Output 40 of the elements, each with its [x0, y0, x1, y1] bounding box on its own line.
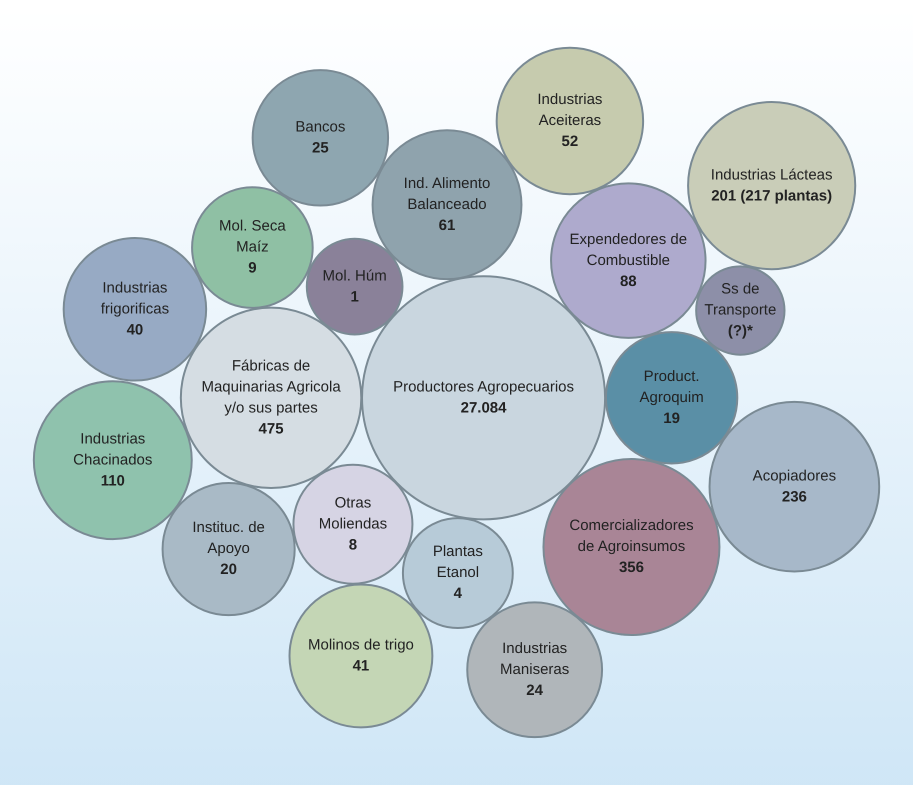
category-label: Industrias Maniseras	[500, 640, 570, 678]
category-label: Otras Moliendas	[318, 494, 388, 532]
data-label: 201 (217 plantas)	[711, 187, 832, 204]
category-label: Plantas Etanol	[432, 543, 483, 582]
category-label: Industrias Lácteas	[710, 166, 833, 184]
data-label: 24	[526, 682, 544, 699]
data-label: (?)*	[728, 322, 753, 340]
category-label: Industrias Chacinados	[73, 430, 152, 468]
data-label: 8	[348, 536, 358, 554]
data-label: 1	[350, 288, 359, 306]
category-label: Mol. Húm	[322, 267, 387, 284]
category-label: Ind. Alimento Balanceado	[404, 174, 490, 213]
data-label: 356	[618, 559, 644, 576]
data-label: 236	[782, 488, 807, 506]
category-label: Molinos de trigo	[308, 636, 414, 654]
category-label: Industrias Aceiteras	[537, 91, 602, 130]
data-label: 41	[352, 658, 370, 675]
data-label: 4	[454, 585, 463, 602]
data-label: 19	[663, 410, 680, 427]
category-label: Acopiadores	[752, 467, 836, 484]
data-label: 40	[126, 321, 144, 338]
data-label: 25	[312, 139, 329, 156]
category-label: Product. Agroquim	[640, 368, 704, 406]
data-label: 20	[220, 561, 237, 578]
category-label: Ss de Transporte	[704, 280, 776, 319]
data-label: 27.084	[460, 399, 508, 416]
category-label: Bancos	[295, 118, 346, 136]
category-label: Productores Agropecuarios	[393, 378, 574, 396]
data-label: 52	[562, 133, 578, 150]
category-label: Mol. Seca Maíz	[219, 218, 286, 256]
category-label: Instituc. de Apoyo	[192, 519, 265, 558]
data-label: 475	[258, 420, 284, 438]
data-label: 110	[100, 472, 125, 490]
data-label: 88	[620, 272, 637, 290]
category-label: Comercializadores de Agroinsumos	[569, 517, 694, 556]
category-label: Industrias frigorificas	[100, 279, 170, 318]
data-label: 61	[438, 216, 456, 234]
category-label: Fábricas de Maquinarias Agricola y/o sus partes	[201, 357, 342, 416]
data-label: 9	[248, 260, 257, 277]
category-label: Expendedores de Combustible	[570, 230, 688, 269]
